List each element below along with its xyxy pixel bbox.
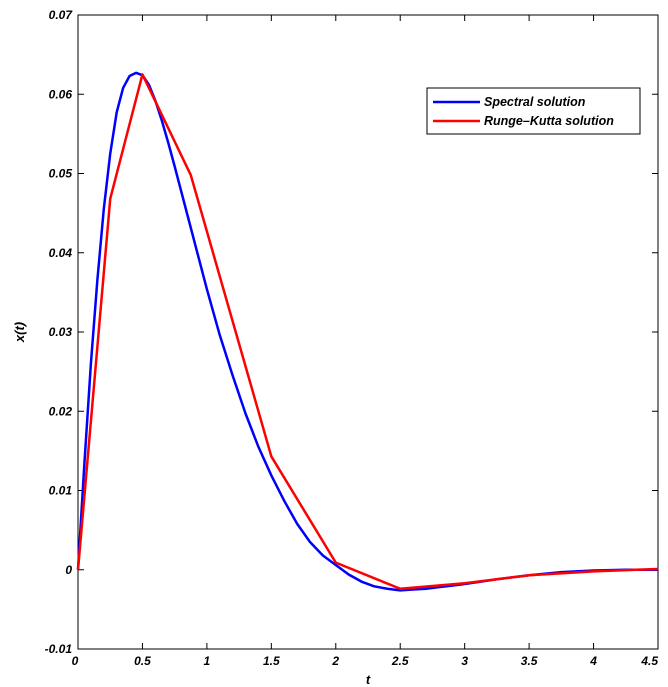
- x-axis-ticks: 0 0.5 1 1.5 2 2.5 3 3.5 4 4.5: [72, 15, 659, 668]
- x-tick-label: 0.5: [134, 654, 151, 668]
- legend-label-spectral: Spectral solution: [484, 95, 586, 109]
- y-tick-label: 0: [65, 563, 72, 577]
- x-tick-label: 4.5: [640, 654, 658, 668]
- x-tick-label: 3: [461, 654, 468, 668]
- y-tick-label: 0.01: [49, 484, 73, 498]
- x-tick-label: 2: [331, 654, 339, 668]
- x-tick-label: 2.5: [391, 654, 409, 668]
- series-layer: [76, 71, 659, 592]
- x-tick-label: 3.5: [521, 654, 538, 668]
- legend-box: [426, 87, 641, 135]
- series-line-runge-kutta: [76, 73, 659, 591]
- y-tick-label: -0.01: [45, 642, 73, 656]
- x-tick-label: 1.5: [263, 654, 280, 668]
- x-tick-label: 1: [204, 654, 211, 668]
- series-line-spectral: [76, 71, 658, 592]
- y-tick-label: 0.05: [49, 167, 73, 181]
- y-tick-label: 0.04: [49, 246, 73, 260]
- legend: Spectral solution Runge–Kutta solution: [426, 87, 641, 135]
- x-axis-label: t: [366, 672, 371, 687]
- legend-label-runge-kutta: Runge–Kutta solution: [484, 114, 614, 128]
- x-tick-label: 4: [589, 654, 597, 668]
- y-tick-label: 0.07: [49, 8, 74, 22]
- y-axis-label: x(t): [12, 322, 27, 343]
- y-axis-ticks: -0.01 0 0.01 0.02 0.03 0.04 0.05 0.06 0.07: [45, 8, 658, 656]
- y-tick-label: 0.02: [49, 404, 73, 418]
- y-tick-label: 0.03: [49, 325, 73, 339]
- y-tick-label: 0.06: [49, 87, 73, 101]
- x-tick-label: 0: [72, 654, 79, 668]
